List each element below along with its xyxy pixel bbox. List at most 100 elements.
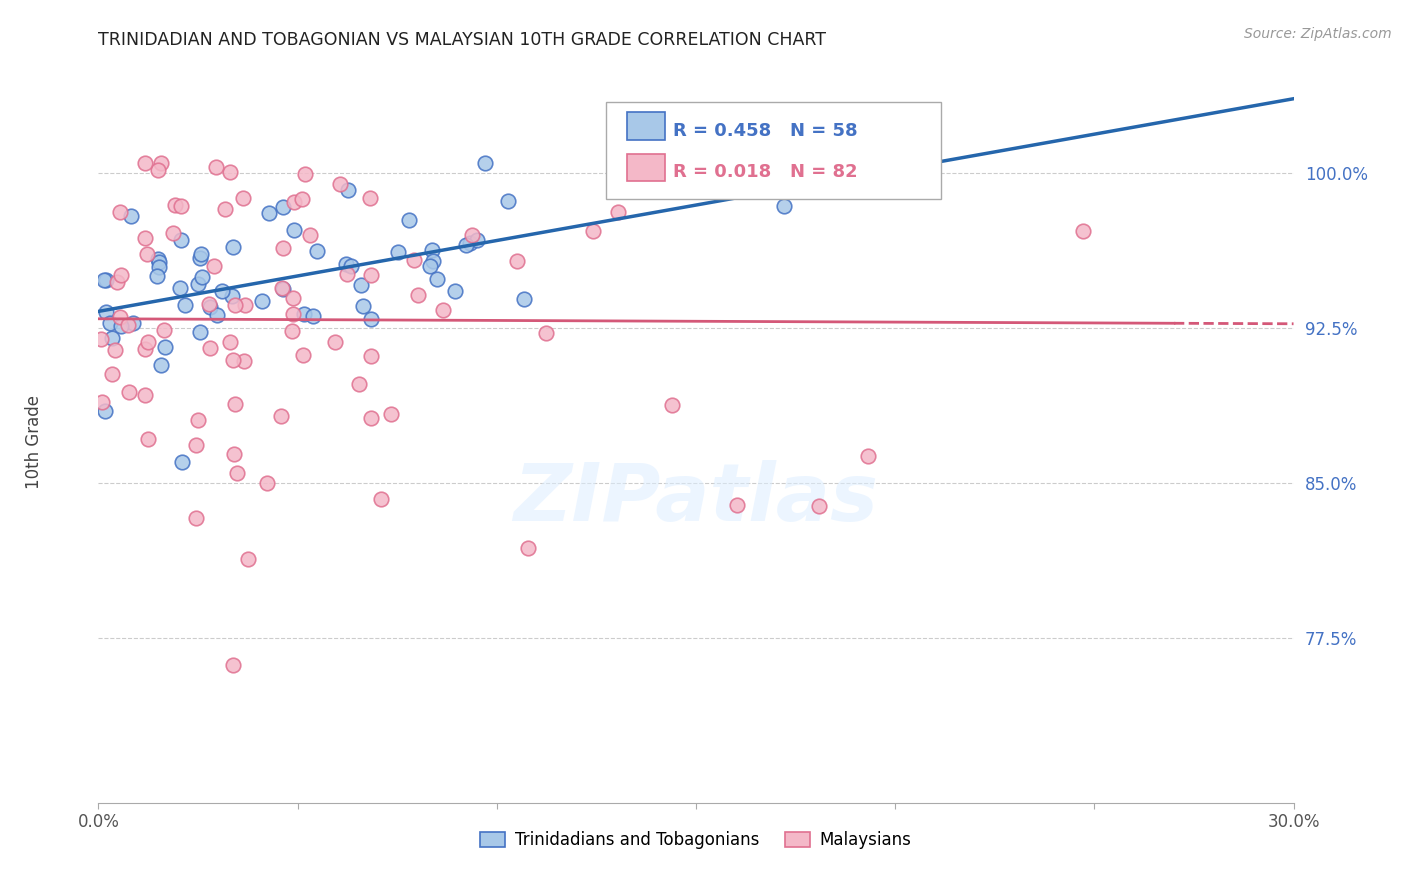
Point — [187, 277, 209, 291]
Point — [291, 193, 314, 207]
Point — [404, 252, 426, 267]
Point — [658, 157, 681, 171]
Point — [204, 161, 226, 175]
Point — [352, 299, 374, 313]
Point — [184, 510, 207, 524]
Point — [458, 236, 481, 251]
Point — [101, 368, 124, 382]
Point — [506, 254, 529, 268]
Point — [259, 205, 281, 219]
Point — [94, 305, 117, 319]
Text: ZIPatlas: ZIPatlas — [513, 460, 879, 539]
Point — [222, 658, 245, 673]
Point — [270, 409, 292, 423]
Point — [221, 289, 243, 303]
Point — [281, 291, 304, 305]
Point — [190, 251, 212, 265]
Point — [273, 200, 295, 214]
Point — [169, 280, 191, 294]
Point — [534, 326, 557, 340]
Point — [387, 245, 409, 260]
Point — [110, 268, 132, 282]
Point — [110, 319, 132, 334]
Point — [117, 385, 139, 400]
Point — [134, 387, 156, 401]
Point — [149, 156, 172, 170]
Point — [219, 334, 242, 349]
Point — [292, 348, 315, 362]
Point — [380, 407, 402, 421]
Point — [305, 244, 328, 258]
Point — [856, 450, 879, 464]
Point — [120, 209, 142, 223]
Point — [325, 335, 347, 350]
Point — [406, 287, 429, 301]
Point — [108, 204, 131, 219]
Point — [444, 285, 467, 299]
Point — [370, 492, 392, 507]
Point — [661, 398, 683, 412]
Point — [136, 246, 159, 260]
Point — [336, 267, 359, 281]
Point — [252, 293, 274, 308]
Point — [136, 334, 159, 349]
Text: Source: ZipAtlas.com: Source: ZipAtlas.com — [1244, 27, 1392, 41]
Point — [474, 156, 496, 170]
Point — [94, 273, 117, 287]
FancyBboxPatch shape — [627, 112, 665, 140]
Point — [271, 281, 294, 295]
Point — [93, 273, 115, 287]
Point — [226, 467, 249, 481]
Point — [104, 343, 127, 358]
Point — [153, 339, 176, 353]
Point — [725, 499, 748, 513]
Point — [517, 541, 540, 555]
Point — [292, 307, 315, 321]
Point — [426, 272, 449, 286]
Point — [335, 257, 357, 271]
Point — [224, 298, 246, 312]
Point — [1073, 224, 1095, 238]
Point — [174, 298, 197, 312]
Point — [134, 231, 156, 245]
Point — [299, 227, 322, 242]
Point — [236, 552, 259, 566]
Point — [233, 354, 256, 368]
Point — [100, 331, 122, 345]
Point — [146, 252, 169, 266]
Point — [283, 195, 305, 210]
Point — [186, 438, 208, 452]
Point — [347, 376, 370, 391]
Point — [211, 284, 233, 298]
Point — [432, 302, 454, 317]
Point — [283, 223, 305, 237]
Point — [224, 397, 246, 411]
Text: TRINIDADIAN AND TOBAGONIAN VS MALAYSIAN 10TH GRADE CORRELATION CHART: TRINIDADIAN AND TOBAGONIAN VS MALAYSIAN … — [98, 31, 827, 49]
FancyBboxPatch shape — [627, 153, 665, 181]
Point — [360, 350, 382, 364]
Point — [90, 332, 112, 346]
Point — [350, 278, 373, 293]
Point — [214, 202, 236, 216]
Point — [94, 404, 117, 418]
Point — [281, 324, 304, 338]
Point — [105, 275, 128, 289]
Text: R = 0.018   N = 82: R = 0.018 N = 82 — [673, 163, 858, 181]
Point — [582, 224, 605, 238]
Point — [222, 447, 245, 461]
Text: R = 0.458   N = 58: R = 0.458 N = 58 — [673, 122, 858, 140]
Point — [219, 165, 242, 179]
Point — [148, 260, 170, 274]
Point — [420, 244, 443, 258]
Y-axis label: 10th Grade: 10th Grade — [25, 394, 42, 489]
Point — [108, 310, 131, 324]
Point — [170, 455, 193, 469]
Point — [190, 325, 212, 339]
Point — [91, 394, 114, 409]
Point — [149, 358, 172, 372]
Point — [360, 312, 382, 326]
Point — [360, 268, 382, 282]
Point — [454, 238, 477, 252]
Point — [360, 411, 382, 425]
Point — [422, 253, 444, 268]
